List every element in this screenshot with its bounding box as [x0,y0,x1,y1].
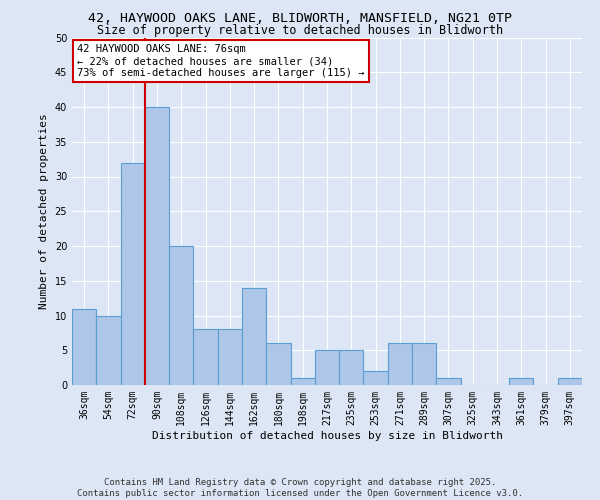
Bar [121,162,145,385]
Bar [558,378,582,385]
Text: Size of property relative to detached houses in Blidworth: Size of property relative to detached ho… [97,24,503,37]
Bar [290,378,315,385]
Text: 42 HAYWOOD OAKS LANE: 76sqm
← 22% of detached houses are smaller (34)
73% of sem: 42 HAYWOOD OAKS LANE: 76sqm ← 22% of det… [77,44,365,78]
Bar [412,344,436,385]
Bar [72,308,96,385]
Bar [193,330,218,385]
Bar [218,330,242,385]
Text: Contains HM Land Registry data © Crown copyright and database right 2025.
Contai: Contains HM Land Registry data © Crown c… [77,478,523,498]
X-axis label: Distribution of detached houses by size in Blidworth: Distribution of detached houses by size … [151,430,503,440]
Bar [339,350,364,385]
Bar [388,344,412,385]
Y-axis label: Number of detached properties: Number of detached properties [39,114,49,309]
Bar [266,344,290,385]
Bar [436,378,461,385]
Bar [96,316,121,385]
Bar [364,371,388,385]
Bar [145,107,169,385]
Bar [242,288,266,385]
Bar [169,246,193,385]
Bar [509,378,533,385]
Bar [315,350,339,385]
Text: 42, HAYWOOD OAKS LANE, BLIDWORTH, MANSFIELD, NG21 0TP: 42, HAYWOOD OAKS LANE, BLIDWORTH, MANSFI… [88,12,512,26]
